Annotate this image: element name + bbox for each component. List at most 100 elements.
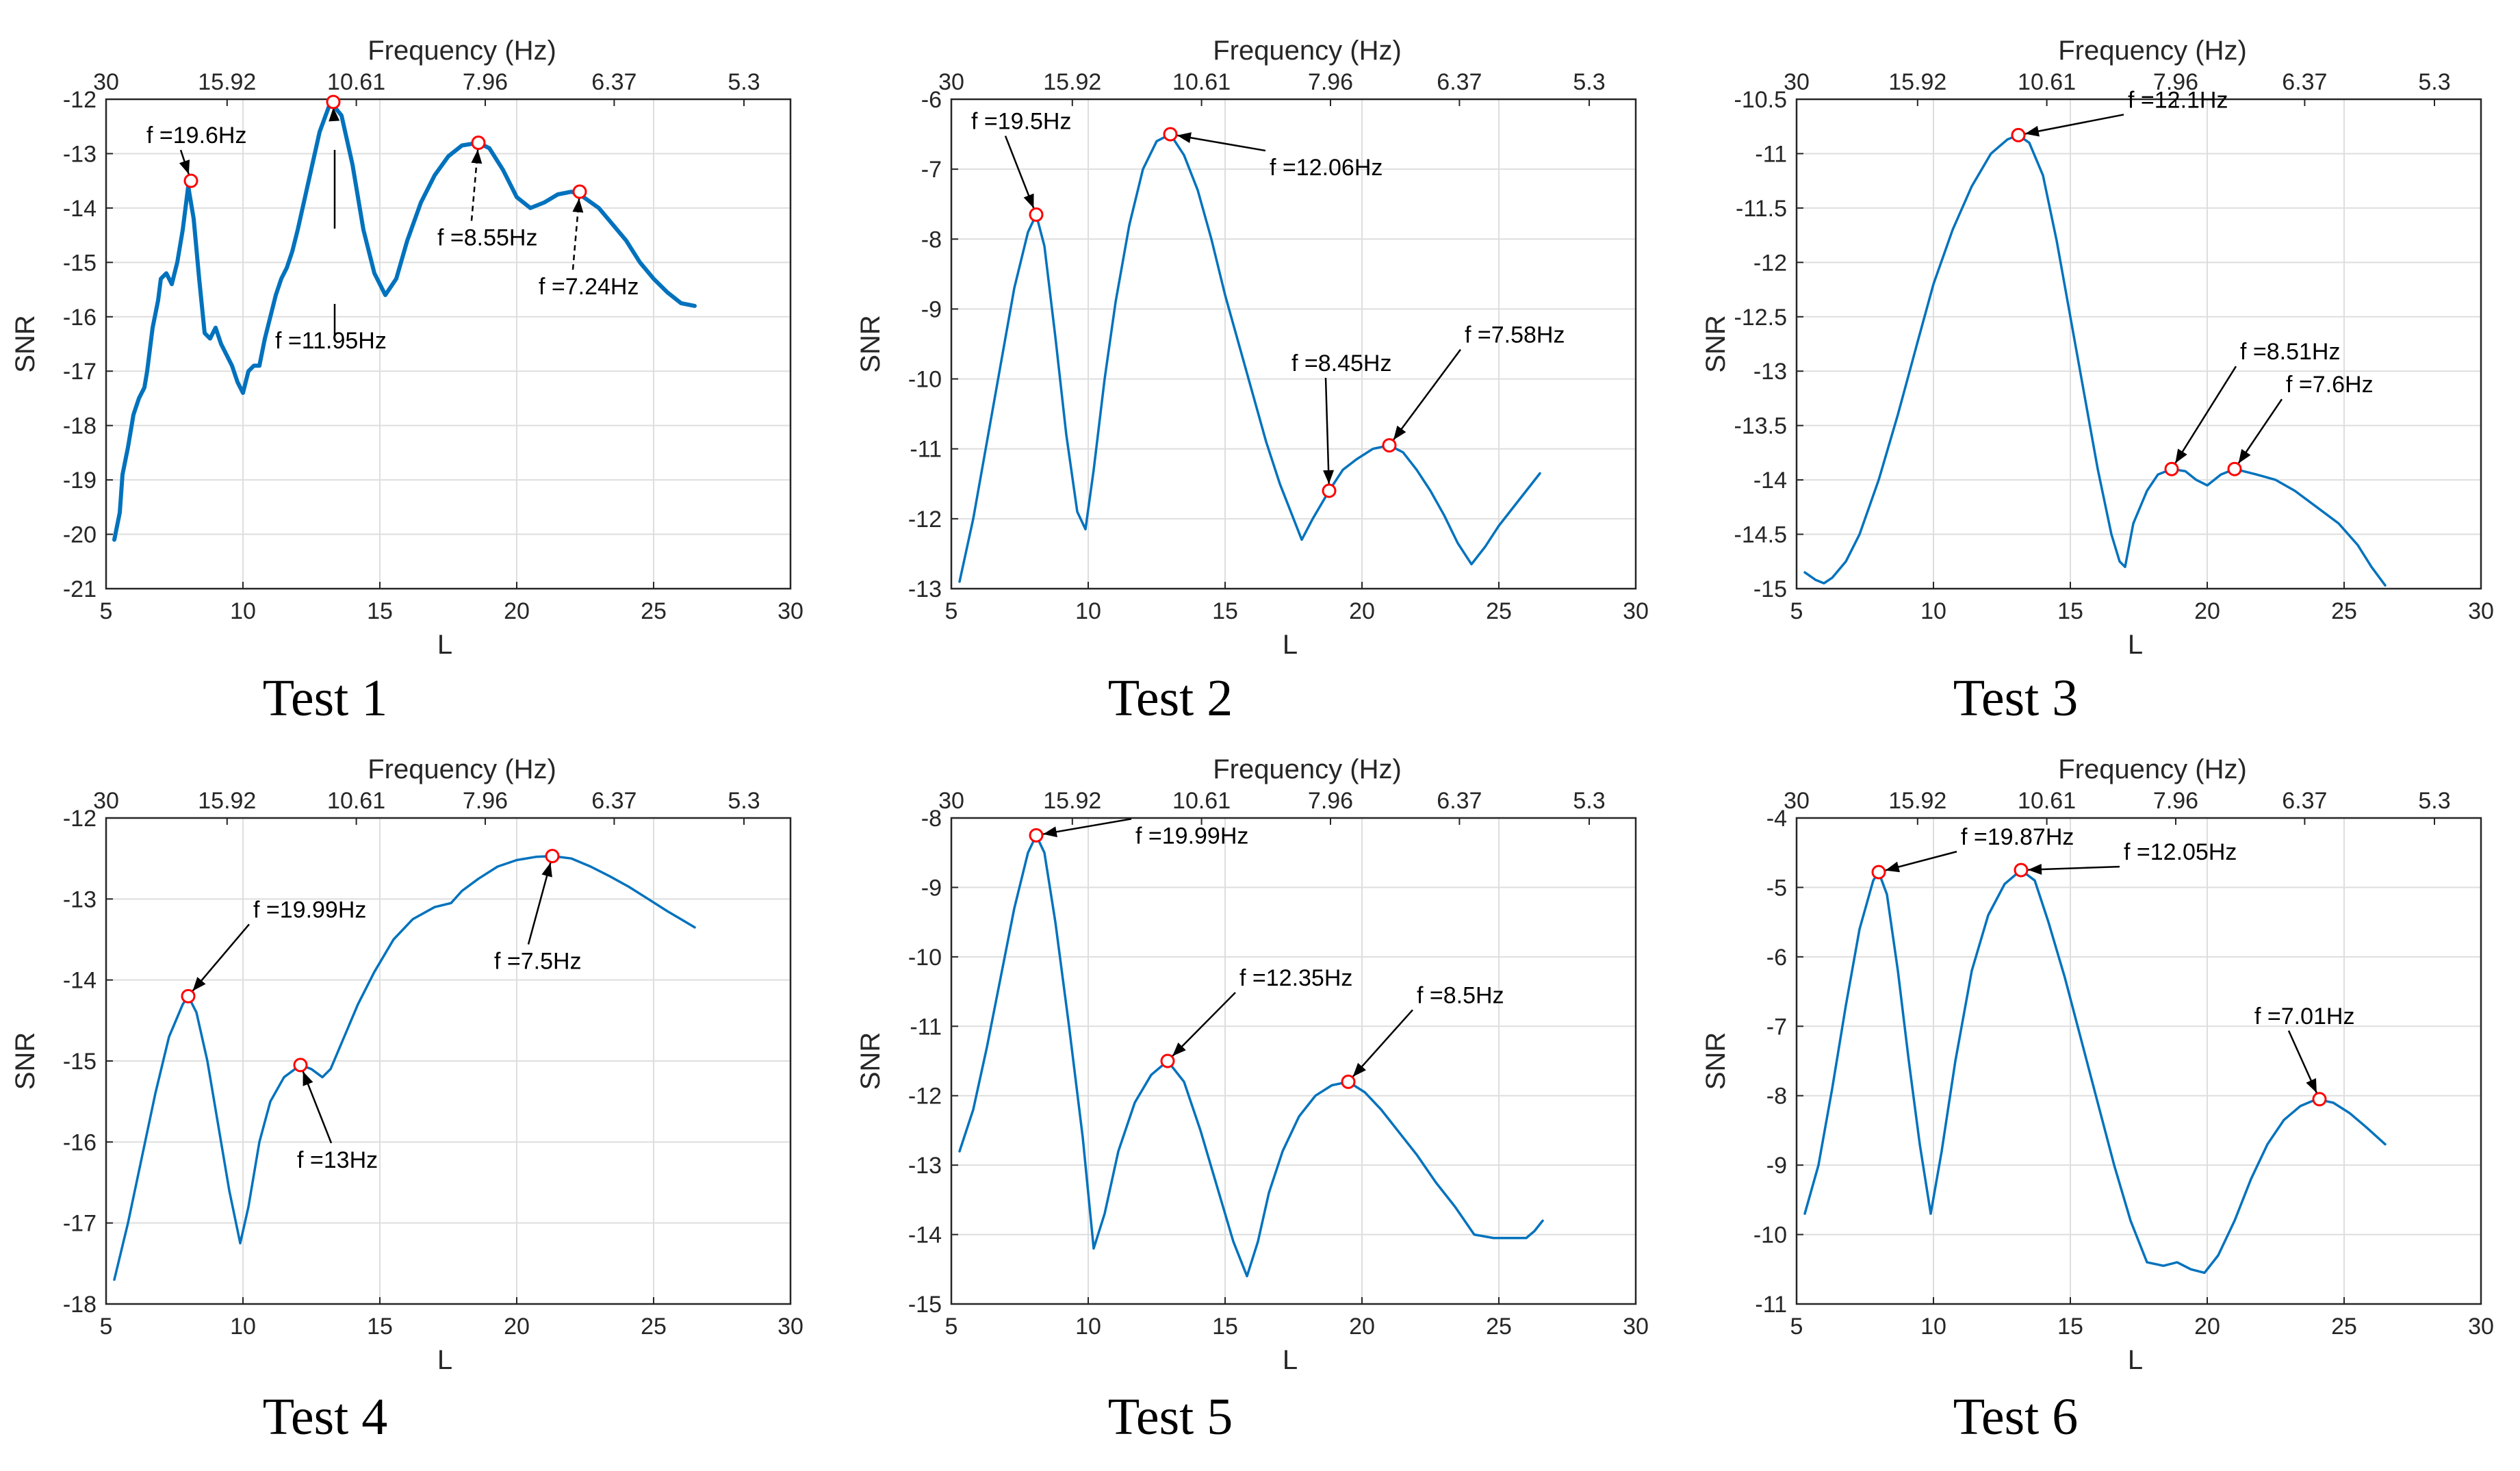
- x-tick-label: 20: [504, 598, 530, 624]
- x-tick-label: 20: [504, 1314, 530, 1340]
- y-axis-title: SNR: [10, 1032, 40, 1090]
- annotation-arrowhead: [1352, 1062, 1366, 1077]
- x-tick-label: 30: [777, 598, 803, 624]
- plot-frame: [950, 98, 1637, 590]
- peak-label: f =12.05Hz: [2124, 839, 2237, 865]
- top-axis-title: Frequency (Hz): [1213, 754, 1402, 784]
- peak-label: f =8.45Hz: [1291, 350, 1391, 376]
- peak-label: f =7.5Hz: [494, 949, 582, 975]
- y-axis-title: SNR: [1701, 315, 1731, 372]
- top-tick-label: 10.61: [327, 788, 385, 814]
- peak-marker: [1871, 865, 1886, 880]
- x-axis-title: L: [1283, 1345, 1298, 1375]
- x-tick-label: 10: [1075, 1314, 1101, 1340]
- x-axis-title: L: [437, 1345, 452, 1375]
- peak-label: f =7.6Hz: [2286, 372, 2374, 398]
- y-tick-label: -11.5: [1736, 196, 1787, 222]
- y-tick-label: -11: [1755, 1292, 1787, 1318]
- x-tick-label: 25: [1486, 1314, 1512, 1340]
- top-tick-label: 10.61: [1172, 788, 1231, 814]
- peak-marker: [1322, 483, 1337, 498]
- x-axis-title: L: [437, 630, 452, 660]
- series-line: [113, 854, 696, 1281]
- y-tick-label: -8: [921, 227, 942, 253]
- x-tick-label: 10: [1920, 1314, 1946, 1340]
- peak-label: f =8.5Hz: [1417, 982, 1504, 1008]
- y-tick-label: -11: [910, 437, 942, 463]
- annotation-arrow: [192, 923, 250, 992]
- y-tick-label: -12: [908, 507, 942, 533]
- top-tick-label: 6.37: [2282, 788, 2327, 814]
- top-tick-label: 5.3: [2418, 788, 2450, 814]
- x-tick-label: 15: [367, 1314, 393, 1340]
- peak-marker: [293, 1058, 308, 1073]
- annotation-arrowhead: [2238, 448, 2251, 463]
- y-tick-label: -5: [1766, 875, 1787, 901]
- chart-panel-6: 5 10 15 20 25 30 30 15.92 10.61 7.96 6.37 5.3 -11 -10…: [1701, 754, 2494, 1375]
- panel-caption: Test 1: [263, 669, 388, 727]
- y-tick-label: -13: [908, 576, 942, 602]
- peak-marker: [1163, 127, 1178, 142]
- peak-label: f =11.95Hz: [275, 328, 387, 354]
- y-tick-label: -12.5: [1734, 305, 1788, 331]
- y-tick-label: -14: [1753, 468, 1787, 494]
- top-tick-label: 30: [93, 788, 119, 814]
- y-tick-label: -18: [63, 1292, 97, 1318]
- y-tick-label: -9: [921, 296, 942, 322]
- top-tick-label: 30: [938, 69, 964, 95]
- y-tick-label: -7: [921, 157, 942, 183]
- chart-panel-3: 5 10 15 20 25 30 30 15.92 10.61 7.96 6.37 5.3 -15 -14…: [1701, 36, 2494, 660]
- x-tick-label: 25: [641, 598, 667, 624]
- y-tick-label: -15: [1753, 576, 1787, 602]
- y-tick-label: -15: [63, 1049, 97, 1075]
- annotation-arrow: [1392, 348, 1462, 441]
- y-tick-label: -15: [63, 250, 97, 276]
- top-tick-label: 15.92: [1043, 69, 1101, 95]
- top-tick-label: 5.3: [2418, 69, 2450, 95]
- top-tick-label: 15.92: [1043, 788, 1101, 814]
- y-tick-label: -16: [63, 1129, 97, 1155]
- annotation-arrowhead: [303, 1071, 313, 1086]
- peak-marker: [2164, 461, 2179, 476]
- top-tick-label: 5.3: [728, 69, 760, 95]
- top-tick-label: 10.61: [2018, 69, 2076, 95]
- x-tick-label: 25: [2331, 1314, 2357, 1340]
- top-axis-title: Frequency (Hz): [368, 36, 556, 66]
- peak-marker: [1382, 438, 1397, 453]
- peak-marker: [1341, 1074, 1356, 1089]
- series-line: [958, 133, 1541, 583]
- annotation-arrowhead: [2024, 125, 2040, 137]
- y-tick-label: -8: [921, 806, 942, 832]
- y-tick-label: -4: [1766, 806, 1787, 832]
- peak-label: f =19.5Hz: [971, 109, 1071, 135]
- top-tick-label: 5.3: [728, 788, 760, 814]
- x-tick-label: 30: [777, 1314, 803, 1340]
- y-tick-label: -9: [1766, 1153, 1787, 1179]
- x-tick-label: 20: [2194, 1314, 2220, 1340]
- panel-caption: Test 4: [263, 1388, 388, 1446]
- annotation-arrowhead: [1885, 861, 1901, 873]
- y-tick-label: -7: [1766, 1014, 1787, 1040]
- y-tick-label: -8: [1766, 1084, 1787, 1110]
- top-tick-label: 7.96: [2153, 788, 2198, 814]
- peak-label: f =7.01Hz: [2254, 1003, 2354, 1029]
- y-tick-label: -6: [921, 87, 942, 113]
- x-tick-label: 5: [945, 1314, 958, 1340]
- panel-caption: Test 2: [1108, 669, 1233, 727]
- annotation-arrow: [1177, 134, 1266, 152]
- annotation-arrow: [1172, 992, 1236, 1057]
- annotation-arrowhead: [2306, 1078, 2317, 1093]
- peak-marker: [2312, 1092, 2327, 1107]
- annotation-arrowhead: [192, 977, 206, 991]
- x-tick-label: 20: [1349, 1314, 1375, 1340]
- top-tick-label: 7.96: [463, 788, 508, 814]
- annotation-arrowhead: [541, 862, 552, 878]
- annotation-arrowhead: [1172, 1043, 1186, 1056]
- top-tick-label: 10.61: [327, 69, 385, 95]
- peak-label: f =7.24Hz: [539, 274, 639, 300]
- annotation-arrowhead: [2175, 448, 2187, 463]
- top-tick-label: 5.3: [1573, 69, 1605, 95]
- top-tick-label: 10.61: [2018, 788, 2076, 814]
- peak-label: f =7.58Hz: [1465, 322, 1565, 348]
- chart-panel-4: 5 10 15 20 25 30 30 15.92 10.61 7.96 6.37 5.3 -18 -17…: [10, 754, 803, 1375]
